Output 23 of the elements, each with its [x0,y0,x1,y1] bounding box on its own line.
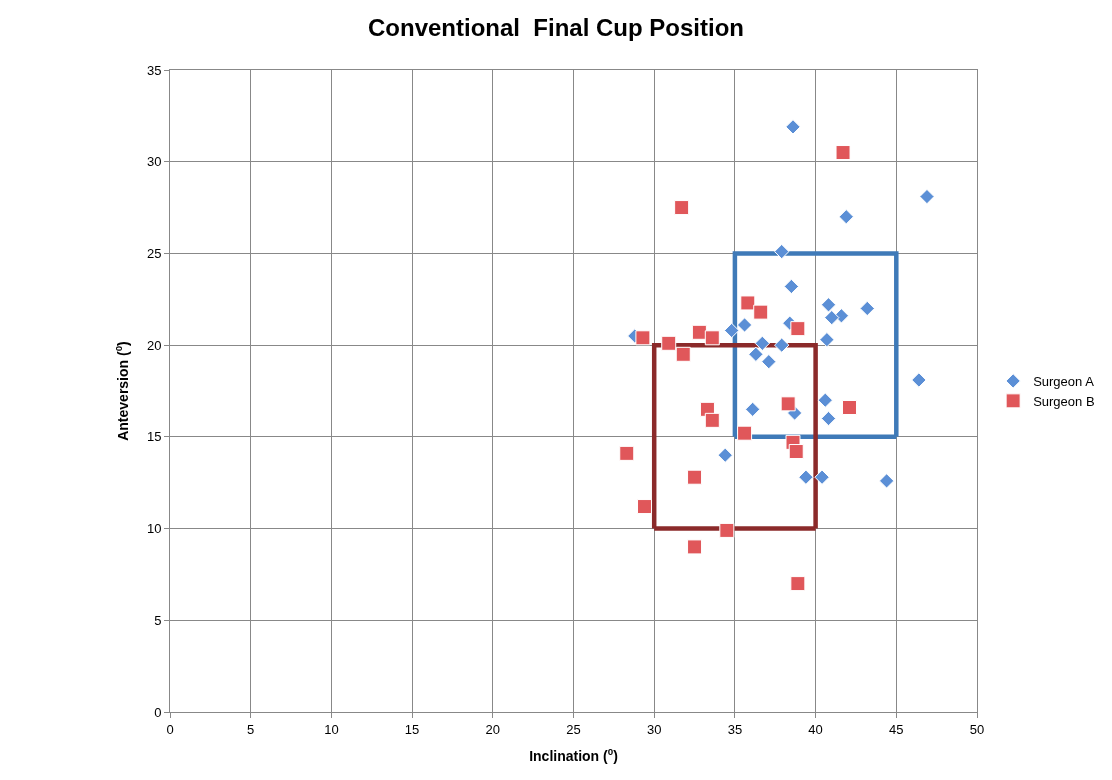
x-tick-label: 40 [808,721,823,737]
x-tick-label: 45 [889,721,904,737]
y-tick-label: 20 [146,337,162,353]
y-tick-label: 0 [154,704,162,720]
x-tick-label: 25 [566,721,581,737]
legend-label: Surgeon B [1033,393,1095,409]
x-axis-title: Inclination ($^{0}$) [529,746,618,764]
y-tick-label: 15 [146,429,162,445]
x-tick-label: 0 [166,721,174,737]
y-tick-label: 25 [146,245,162,261]
chart-title: Conventional Final Cup Position [368,14,744,42]
x-tick-label: 30 [646,721,662,737]
x-tick-label: 15 [404,721,420,737]
y-tick-label: 35 [146,62,162,78]
legend-label: Surgeon A [1033,374,1095,390]
x-tick-label: 10 [324,721,339,737]
x-tick-label: 5 [247,721,255,737]
x-tick-label: 35 [727,721,743,737]
x-tick-label: 50 [969,721,985,737]
x-tick-label: 20 [485,721,501,737]
y-tick-label: 10 [146,521,162,537]
y-tick-label: 5 [154,612,162,628]
y-tick-label: 30 [146,154,162,170]
